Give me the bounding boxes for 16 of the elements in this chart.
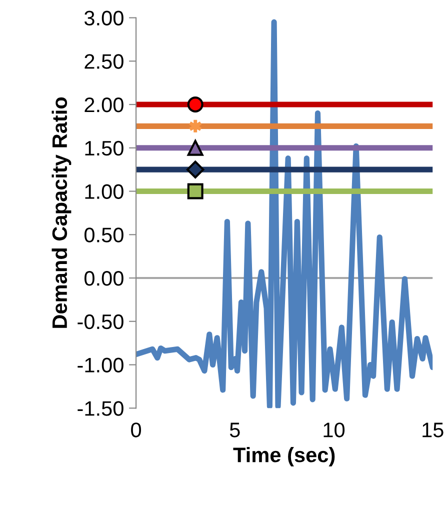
y-tick-label: -0.50 <box>78 314 124 330</box>
y-tick-label: 0.00 <box>84 271 124 286</box>
x-tick-label: 0 <box>131 422 142 438</box>
y-tick-label: -1.00 <box>78 358 124 373</box>
y-axis-title: Demand Capacity Ratio <box>52 97 72 328</box>
y-tick-label: 2.00 <box>84 98 124 112</box>
y-tick-label: 2.50 <box>84 54 124 69</box>
y-tick-label: -1.50 <box>78 401 124 416</box>
y-tick-label: 1.00 <box>85 184 124 200</box>
y-tick-label: 0.50 <box>84 228 124 242</box>
y-tick-label: 1.50 <box>85 140 124 156</box>
x-axis-title: Time (sec) <box>233 447 335 466</box>
x-tick-label: 5 <box>230 422 240 438</box>
x-tick-label: 10 <box>324 422 345 438</box>
y-tick-label: 3.00 <box>84 10 124 26</box>
x-tick-label: 15 <box>422 422 444 438</box>
